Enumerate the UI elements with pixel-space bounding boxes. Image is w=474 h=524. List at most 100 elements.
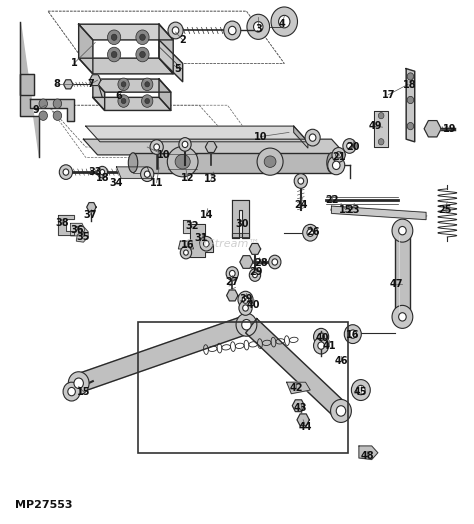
Circle shape [108,30,121,45]
Text: 9: 9 [33,105,39,115]
Circle shape [136,47,149,62]
Polygon shape [374,112,388,147]
Circle shape [305,129,320,146]
Circle shape [136,30,149,45]
Text: 6: 6 [116,91,122,101]
Text: 41: 41 [322,341,336,351]
Polygon shape [79,58,173,74]
Bar [138,322,348,453]
Circle shape [328,156,345,174]
Circle shape [172,27,179,34]
Circle shape [59,165,73,179]
Circle shape [140,34,146,40]
Circle shape [168,22,183,39]
Circle shape [182,141,188,148]
Circle shape [407,123,414,130]
Polygon shape [292,400,305,411]
Circle shape [111,34,117,40]
Circle shape [100,169,105,174]
Text: 18: 18 [403,80,416,90]
Circle shape [272,259,278,265]
Polygon shape [58,215,74,235]
Circle shape [39,99,47,108]
Polygon shape [90,75,101,85]
Circle shape [310,134,316,141]
Circle shape [303,224,318,241]
Circle shape [39,111,47,121]
Text: 23: 23 [346,205,360,215]
Circle shape [356,385,365,395]
Polygon shape [93,79,171,92]
Circle shape [111,51,117,58]
Polygon shape [117,167,152,178]
Polygon shape [359,446,378,460]
Circle shape [74,378,83,388]
Text: 25: 25 [438,205,452,215]
Text: 47: 47 [390,279,403,289]
Text: 37: 37 [84,210,97,220]
Circle shape [314,337,328,354]
Circle shape [392,305,413,329]
Circle shape [318,342,324,350]
Text: 13: 13 [204,174,218,184]
Polygon shape [227,290,238,301]
Text: 38: 38 [55,218,69,228]
Circle shape [203,241,209,247]
Polygon shape [76,316,249,392]
Text: 40: 40 [247,300,260,310]
Text: 33: 33 [89,167,102,177]
Text: 10: 10 [254,132,267,141]
Polygon shape [19,21,38,158]
Circle shape [145,99,150,104]
Text: 10: 10 [157,150,171,160]
Circle shape [118,95,129,107]
Circle shape [269,255,281,269]
Text: 48: 48 [360,451,374,462]
Text: 22: 22 [325,195,338,205]
Circle shape [150,140,163,155]
Bar [133,153,331,172]
Polygon shape [406,69,415,142]
Text: 15: 15 [77,387,90,397]
Text: 1: 1 [71,58,77,69]
Circle shape [180,246,191,259]
Polygon shape [83,139,346,155]
Polygon shape [287,382,310,394]
Ellipse shape [257,148,283,175]
Circle shape [399,226,406,235]
Circle shape [242,296,249,303]
Circle shape [121,82,126,87]
Circle shape [399,313,406,321]
Circle shape [121,99,126,104]
Polygon shape [297,414,310,425]
Circle shape [247,14,270,39]
Circle shape [407,96,414,104]
Ellipse shape [175,155,190,169]
Circle shape [351,379,370,400]
Text: 7: 7 [87,79,94,89]
Circle shape [228,26,236,35]
Text: 3: 3 [255,25,262,35]
Circle shape [141,167,154,181]
Polygon shape [249,244,261,254]
Text: 40: 40 [315,333,329,343]
Polygon shape [159,79,171,111]
Text: 30: 30 [235,220,248,230]
Text: 35: 35 [77,232,90,242]
Circle shape [378,139,384,145]
Text: 42: 42 [289,384,303,394]
Bar [395,231,410,317]
Text: 5: 5 [174,63,181,74]
Circle shape [236,313,257,336]
Polygon shape [79,24,173,40]
Polygon shape [93,79,105,111]
Text: 21: 21 [332,152,346,162]
Polygon shape [159,40,182,82]
Text: 27: 27 [226,277,239,287]
Polygon shape [87,203,96,212]
Text: 20: 20 [346,142,360,152]
Text: 15: 15 [339,205,353,215]
Polygon shape [93,97,171,111]
Circle shape [343,139,356,154]
Circle shape [332,161,340,169]
